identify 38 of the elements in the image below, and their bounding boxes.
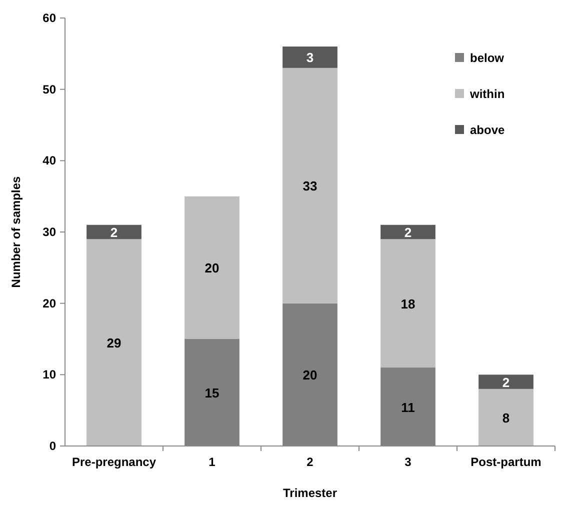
y-tick-label: 0	[49, 439, 56, 453]
legend-label: below	[470, 51, 505, 65]
x-tick-label: 1	[208, 455, 216, 469]
x-tick-label: Pre-pregnancy	[72, 455, 156, 469]
y-tick-label: 20	[42, 296, 56, 310]
y-tick-label: 10	[42, 368, 56, 382]
y-tick-label: 60	[42, 11, 56, 25]
bar	[86, 224, 142, 240]
x-tick-label: Post-partum	[470, 455, 542, 469]
bar	[380, 224, 436, 240]
y-tick-label: 50	[42, 82, 56, 96]
bar	[478, 374, 534, 389]
data-label: 2	[502, 374, 510, 390]
bar	[86, 239, 142, 446]
data-label: 2	[110, 225, 118, 240]
data-label: 8	[502, 410, 510, 426]
x-axis-title: Trimester	[282, 486, 338, 500]
data-label: 3	[306, 50, 314, 66]
data-label: 29	[106, 336, 122, 351]
bar	[380, 239, 436, 368]
x-tick-label: 3	[404, 455, 412, 469]
legend-label: within	[469, 87, 505, 101]
data-label: 20	[302, 368, 318, 383]
y-axis-title: Number of samples	[9, 176, 23, 288]
data-label: 20	[204, 260, 220, 276]
data-label: 2	[404, 225, 412, 240]
y-tick-label: 30	[42, 225, 56, 239]
x-tick-label: 2	[306, 455, 314, 469]
bar	[478, 388, 534, 446]
data-label: 11	[401, 400, 415, 415]
bar	[282, 68, 338, 304]
data-label: 18	[400, 296, 416, 312]
data-label: 33	[302, 178, 318, 194]
bar	[282, 46, 338, 68]
y-tick-label: 40	[42, 154, 56, 168]
data-label: 15	[204, 386, 220, 400]
legend-label: above	[470, 123, 506, 137]
bar	[184, 196, 240, 339]
